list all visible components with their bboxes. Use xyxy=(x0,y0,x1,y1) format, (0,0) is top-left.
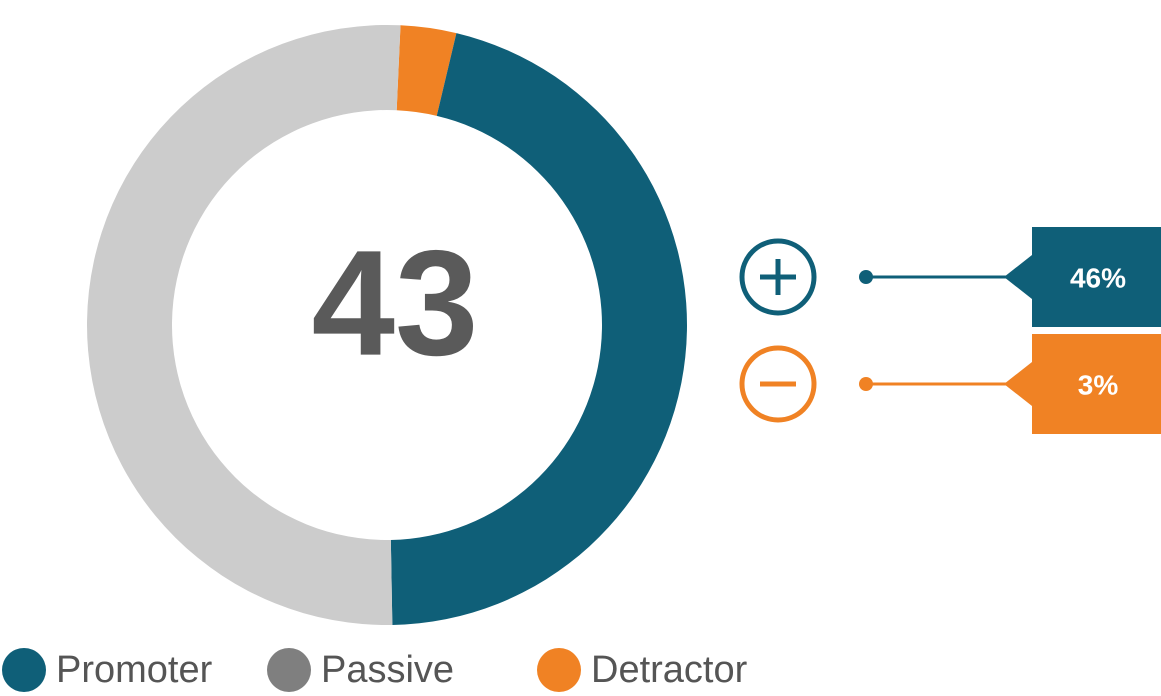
legend-swatch xyxy=(267,648,311,692)
donut-slice xyxy=(396,25,457,116)
callout-label: 3% xyxy=(1078,369,1119,400)
callout-icon xyxy=(739,238,817,316)
callout-box xyxy=(1004,334,1161,434)
legend-swatch xyxy=(537,648,581,692)
donut-slice xyxy=(87,25,401,626)
donut-slice xyxy=(390,33,688,625)
legend-label: Passive xyxy=(321,649,454,691)
legend-label: Detractor xyxy=(591,649,748,691)
callout-box xyxy=(1004,227,1161,327)
callout-label: 46% xyxy=(1070,262,1126,293)
callout-icon xyxy=(739,345,817,423)
legend-label: Promoter xyxy=(56,649,213,691)
legend-swatch xyxy=(2,648,46,692)
score: 43 xyxy=(312,219,479,387)
